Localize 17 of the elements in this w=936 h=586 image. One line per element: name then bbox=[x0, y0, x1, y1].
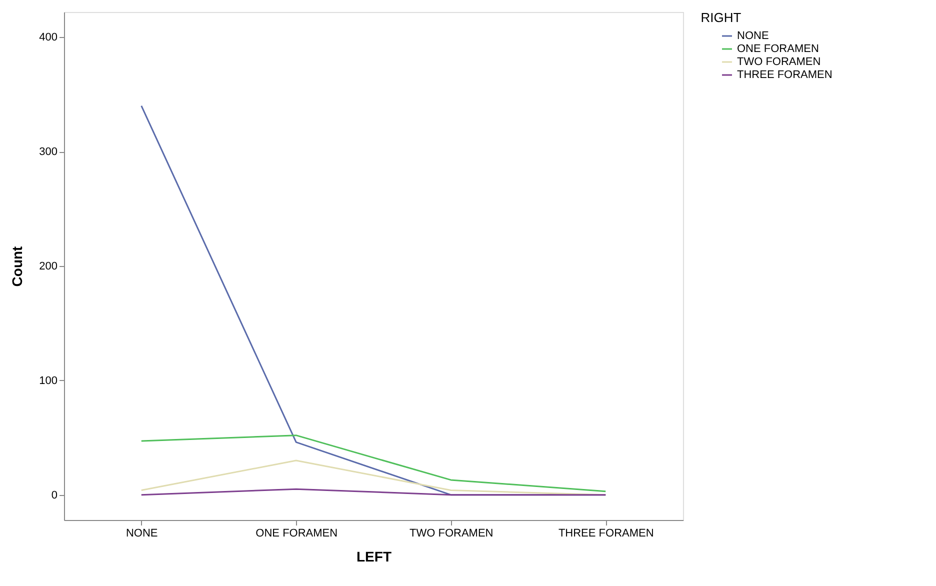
y-tick-label: 100 bbox=[39, 374, 58, 387]
x-tick-label: ONE FORAMEN bbox=[256, 528, 338, 540]
y-tick-label: 200 bbox=[39, 260, 58, 272]
legend-title: RIGHT bbox=[700, 10, 742, 25]
legend-label: TWO FORAMEN bbox=[737, 56, 821, 68]
legend-label: ONE FORAMEN bbox=[737, 43, 819, 55]
legend-label: NONE bbox=[737, 30, 769, 42]
x-tick-label: THREE FORAMEN bbox=[558, 528, 654, 540]
y-tick-label: 300 bbox=[39, 146, 58, 158]
x-tick-label: TWO FORAMEN bbox=[410, 528, 494, 540]
x-tick-label: NONE bbox=[126, 528, 158, 540]
y-axis-title: Count bbox=[9, 246, 26, 287]
y-tick-label: 0 bbox=[51, 489, 58, 502]
x-axis-title: LEFT bbox=[356, 548, 392, 564]
legend-label: THREE FORAMEN bbox=[737, 69, 832, 81]
y-tick-label: 400 bbox=[39, 32, 58, 44]
line-series bbox=[140, 434, 606, 492]
